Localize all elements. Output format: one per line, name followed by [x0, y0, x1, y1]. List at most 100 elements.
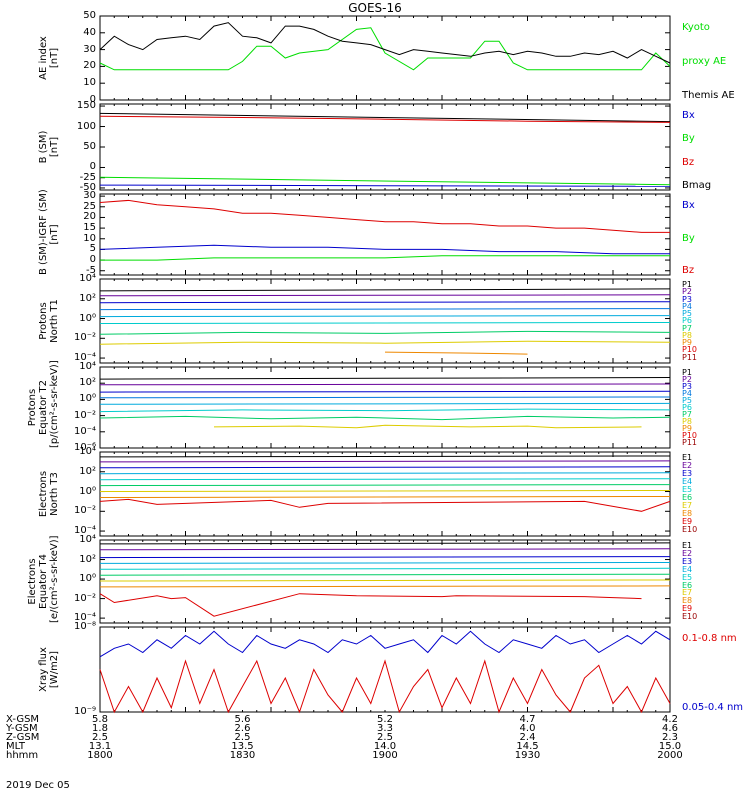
y-axis-label: B (SM) [nT] — [38, 104, 60, 190]
y-tick-label: 10⁻⁴ — [73, 612, 96, 624]
orbit-value: 4.6 — [662, 723, 678, 734]
legend-entry: P3 — [682, 294, 692, 304]
orbit-row-label: Y-GSM — [6, 723, 38, 734]
series-line-p6 — [99, 408, 671, 413]
series-line-e1 — [99, 455, 671, 458]
legend-entry: E1 — [682, 453, 693, 462]
legend-entry: P10 — [682, 345, 698, 355]
orbit-value: 4.2 — [662, 714, 678, 725]
legend-entry: E1 — [682, 541, 693, 550]
legend-entry: E9 — [682, 517, 693, 526]
orbit-value: 2.5 — [377, 732, 393, 743]
y-axis-label-line: B (SM) — [38, 130, 49, 164]
y-tick-label: -5 — [86, 264, 96, 276]
y-tick-label: 10⁻⁸ — [73, 621, 96, 632]
y-axis-label-line: [nT] — [49, 47, 60, 69]
series-line-p5 — [99, 402, 671, 405]
series-line-bz — [99, 115, 671, 123]
series-line-p9 — [384, 351, 528, 355]
series-line-e5 — [99, 478, 671, 481]
series-line-e9 — [99, 498, 671, 512]
legend-entry: Bz — [682, 156, 695, 168]
legend-entry: Themis AE — [682, 90, 735, 101]
y-axis-label: Electrons Equator T4 [e/(cm²-s-sr-keV)] — [27, 535, 60, 623]
y-tick-label: 10⁴ — [79, 273, 96, 284]
series-line-0-05-0-4-nm — [99, 630, 671, 658]
y-tick-label: 30 — [83, 43, 96, 55]
orbit-value: 4.7 — [519, 714, 536, 725]
panel-frame-dbi — [99, 193, 671, 276]
series-line-p8 — [213, 424, 642, 429]
series-line-p8 — [99, 340, 671, 345]
legend-entry: E3 — [682, 469, 693, 478]
orbit-value: 1.8 — [92, 723, 108, 734]
series-line-e3 — [99, 466, 671, 469]
y-tick-label: 50 — [83, 10, 96, 21]
legend-entry: 0.05-0.4 nm — [682, 702, 744, 713]
legend-entry: E2 — [682, 548, 693, 558]
legend-entry: P4 — [682, 301, 692, 311]
y-axis-label-line: [W/m2] — [49, 650, 60, 689]
series-line-p3 — [99, 390, 671, 393]
y-axis-label-line: Protons — [38, 302, 49, 340]
legend-entry: E8 — [682, 509, 693, 518]
y-axis-label: Electrons North T3 — [38, 452, 60, 536]
orbit-value: 1930 — [514, 750, 541, 761]
legend-entry: P2 — [682, 287, 692, 297]
series-line-bx — [99, 244, 670, 255]
legend-entry: E7 — [682, 501, 693, 510]
legend-entry: E5 — [682, 485, 693, 494]
legend-entry: P11 — [682, 438, 698, 447]
legend-entry: Kyoto — [682, 22, 710, 33]
series-line-e6 — [99, 484, 671, 487]
y-tick-label: 10⁻⁴ — [73, 525, 96, 537]
legend-entry: E9 — [682, 604, 693, 614]
panel-frame-ae — [99, 15, 671, 101]
panel-frame-ee — [99, 539, 671, 624]
y-axis-label-line: Electrons — [27, 558, 38, 605]
legend-entry: P7 — [682, 323, 692, 333]
legend-entry: P9 — [682, 338, 692, 348]
legend-entry: P1 — [682, 368, 692, 377]
y-tick-label: 25 — [83, 200, 96, 212]
orbit-value: 14.5 — [516, 741, 539, 752]
series-line-p3 — [99, 301, 671, 304]
y-axis-label-line: [p/(cm²-s-sr-keV)] — [49, 360, 60, 448]
y-tick-label: 20 — [83, 211, 96, 223]
orbit-value: 5.6 — [234, 714, 251, 725]
legend-entry: P5 — [682, 309, 692, 319]
legend-entry: P8 — [682, 330, 692, 340]
series-line-e4 — [99, 472, 671, 475]
series-line-bz — [99, 199, 670, 233]
y-tick-label: 10 — [83, 77, 96, 89]
series-line-by — [99, 176, 671, 186]
y-tick-label: 40 — [83, 26, 96, 38]
y-tick-label: 10² — [79, 553, 96, 565]
y-axis-label-line: [e/(cm²-s-sr-keV)] — [49, 535, 60, 623]
y-tick-label: 10 — [83, 232, 96, 244]
series-line-e2 — [99, 460, 671, 463]
panel-frame-pn — [99, 278, 671, 364]
series-line-p4 — [99, 396, 671, 399]
series-line-p1 — [99, 377, 671, 380]
chart-title: GOES-16 — [348, 1, 402, 15]
legend-entry: By — [682, 232, 695, 244]
y-axis-label-line: Equator T2 — [38, 380, 49, 435]
y-tick-label: 10⁻⁴ — [73, 425, 96, 437]
series-line-p2 — [99, 294, 671, 297]
panel-frame-en — [99, 451, 671, 537]
series-line-p7 — [99, 330, 671, 335]
y-tick-label: 0 — [89, 94, 96, 105]
legend-entry: P2 — [682, 375, 692, 384]
legend-entry: P1 — [682, 280, 692, 289]
legend-entry: P10 — [682, 431, 698, 440]
series-line-e7 — [99, 579, 671, 582]
orbit-value: 13.1 — [88, 741, 112, 752]
y-axis-label-line: [nT] — [49, 136, 60, 158]
y-tick-label: 10⁴ — [79, 446, 96, 457]
legend-entry: E6 — [682, 493, 693, 502]
y-axis-label-line: Xray flux — [38, 647, 49, 692]
y-tick-label: 20 — [83, 60, 96, 72]
legend-entry: P6 — [682, 316, 692, 326]
